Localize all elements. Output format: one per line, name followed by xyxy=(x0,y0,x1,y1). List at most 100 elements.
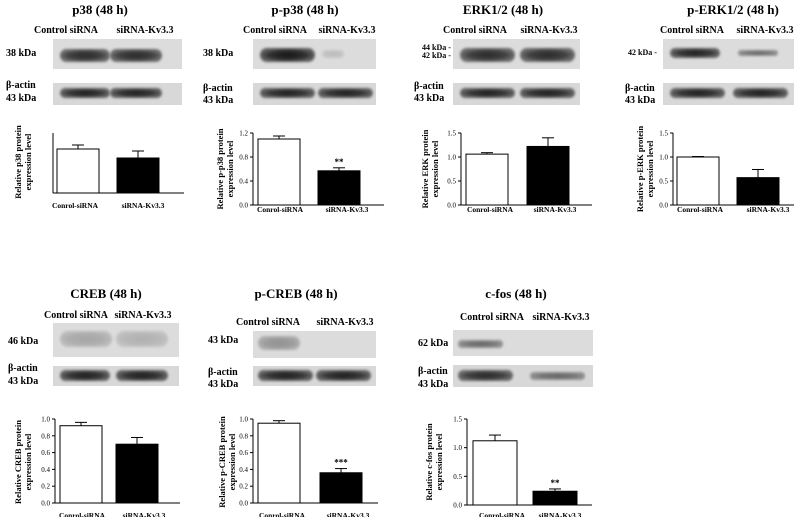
actin-band xyxy=(520,88,575,98)
blot-band xyxy=(110,49,162,62)
y-axis-label-line: Relative p-CREB protein xyxy=(217,416,227,508)
y-axis-label-line: expression level xyxy=(23,433,33,490)
actin-label: β-actin xyxy=(418,366,448,377)
bar-chart-ERK: 0.0 0.5 1.0 1.5 Conrol-siRNA siRNA-Kv3.3 xyxy=(447,130,592,214)
actin-band xyxy=(733,88,788,98)
y-axis-label-line: expression level xyxy=(430,140,440,197)
panel-title: p-p38 (48 h) xyxy=(271,2,338,17)
bar-sirna xyxy=(317,170,361,206)
blot-band xyxy=(60,331,112,347)
bar-sirna xyxy=(736,177,780,206)
blot-band xyxy=(738,50,778,56)
bar-sirna xyxy=(532,490,578,506)
y-axis-label: Relative p-ERK proteinexpression level xyxy=(635,126,655,213)
blot-band xyxy=(458,340,503,348)
y-tick-label: 1.5 xyxy=(659,130,668,138)
x-category-label: siRNA-Kv3.3 xyxy=(122,201,165,210)
y-tick-label: 1.0 xyxy=(239,416,248,424)
y-axis-label-line: expression level xyxy=(23,133,33,190)
actin-label: β-actin xyxy=(414,81,444,92)
y-tick-label: 0.5 xyxy=(453,473,462,481)
blot-band xyxy=(670,48,720,58)
lane-label: siRNA-Kv3.3 xyxy=(737,25,794,36)
x-category-label: Conrol-siRNA xyxy=(677,205,724,214)
bar-sirna xyxy=(116,157,160,194)
panel-CREB: CREB (48 h) Control siRNA siRNA-Kv3.3 46 kD… xyxy=(8,286,180,517)
blot-band xyxy=(60,49,110,62)
y-axis-label-line: Relative c-fos protein xyxy=(424,423,434,501)
x-category-label: Conrol-siRNA xyxy=(467,205,514,214)
y-tick-label: 0.8 xyxy=(239,432,248,440)
kda-label: 46 kDa xyxy=(8,336,38,347)
lane-label: Control siRNA xyxy=(460,312,525,323)
blot-band xyxy=(116,331,168,347)
significance-marker: *** xyxy=(334,458,348,468)
y-tick-label: 0.0 xyxy=(447,202,456,210)
lane-label: siRNA-Kv3.3 xyxy=(521,25,578,36)
y-tick-label: 0.4 xyxy=(239,466,248,474)
actin-band xyxy=(318,88,373,98)
y-axis-label: Relative CREB proteinexpression level xyxy=(13,420,33,504)
x-category-label: Conrol-siRNA xyxy=(259,511,306,517)
x-category-label: siRNA-Kv3.3 xyxy=(539,511,582,517)
bar-chart-p-ERK: 0.0 0.5 1.0 1.5 Conrol-siRNA siRNA-Kv3.3 xyxy=(659,130,794,214)
kda-label: 43 kDa xyxy=(208,335,238,346)
kda-label: 62 kDa xyxy=(418,338,448,349)
y-axis-label-line: Relative p-p38 protein xyxy=(215,128,225,209)
panel-p-p38: p-p38 (48 h) Control siRNA siRNA-Kv3.3 38 k… xyxy=(203,2,384,214)
bar-chart-c-fos: 0.0 0.5 1.0 1.5 ** Conrol-siRNA siRNA-Kv3.3 xyxy=(453,416,592,517)
x-category-label: siRNA-Kv3.3 xyxy=(327,511,370,517)
blot-band xyxy=(260,48,315,62)
y-tick-label: 0.0 xyxy=(453,502,462,510)
bar-control xyxy=(257,138,301,206)
y-axis-label-line: Relative ERK protein xyxy=(420,129,430,208)
actin-band xyxy=(258,370,313,381)
actin-kda-label: 43 kDa xyxy=(6,93,36,104)
y-axis-label: Relative p-CREB proteinexpression level xyxy=(217,416,237,508)
kda-label: 42 kDa - xyxy=(628,48,657,57)
y-axis-label: Relative p38 proteinexpression level xyxy=(13,125,33,199)
y-axis-label: Relative p-p38 proteinexpression level xyxy=(215,128,235,209)
y-axis-label-line: Relative p-ERK protein xyxy=(635,126,645,213)
actin-kda-label: 43 kDa xyxy=(8,376,38,387)
bar-chart-CREB: 0.0 0.2 0.4 0.6 0.8 1.0 Conrol-siRNA siRNA-Kv3.… xyxy=(41,416,180,517)
actin-kda-label: 43 kDa xyxy=(625,95,655,106)
actin-band xyxy=(110,88,162,98)
actin-label: β-actin xyxy=(208,367,238,378)
y-tick-label: 0.6 xyxy=(239,449,248,457)
y-tick-label: 1.2 xyxy=(239,130,248,138)
kda-label: 38 kDa xyxy=(203,48,233,59)
y-tick-label: 1.0 xyxy=(453,444,462,452)
actin-label: β-actin xyxy=(8,363,38,374)
actin-band xyxy=(458,370,513,381)
y-tick-label: 0.0 xyxy=(239,202,248,210)
y-axis-label-line: Relative CREB protein xyxy=(13,420,23,504)
blot-band xyxy=(460,48,515,62)
y-tick-label: 1.5 xyxy=(447,130,456,138)
actin-band xyxy=(60,88,110,98)
y-tick-label: 0.4 xyxy=(41,466,50,474)
x-category-label: Conrol-siRNA xyxy=(479,511,526,517)
y-tick-label: 0.0 xyxy=(659,202,668,210)
x-category-label: siRNA-Kv3.3 xyxy=(326,205,369,214)
panel-ERK: ERK1/2 (48 h) Control siRNA siRNA-Kv3.3 44 … xyxy=(414,2,592,214)
bar-control xyxy=(56,148,100,194)
y-tick-label: 0.8 xyxy=(41,432,50,440)
y-tick-label: 0.5 xyxy=(659,178,668,186)
y-tick-label: 0.2 xyxy=(41,483,50,491)
lane-label: siRNA-Kv3.3 xyxy=(317,317,374,328)
actin-label: β-actin xyxy=(625,83,655,94)
blot-band xyxy=(520,48,575,62)
panel-title: p38 (48 h) xyxy=(72,2,128,17)
y-axis-label-line: expression level xyxy=(225,140,235,197)
y-tick-label: 0.0 xyxy=(239,500,248,508)
y-tick-label: 1.0 xyxy=(41,416,50,424)
y-tick-label: 1.5 xyxy=(453,416,462,424)
lane-label: Control siRNA xyxy=(236,317,301,328)
panel-p-CREB: p-CREB (48 h) Control siRNA siRNA-Kv3.3 43 … xyxy=(208,286,378,517)
kda-label: 42 kDa - xyxy=(422,51,451,60)
actin-kda-label: 43 kDa xyxy=(208,379,238,390)
bar-chart-p-CREB: 0.0 0.2 0.4 0.6 0.8 1.0 *** Conrol-siRNA siRNA-K… xyxy=(239,416,378,517)
actin-band xyxy=(460,88,515,98)
